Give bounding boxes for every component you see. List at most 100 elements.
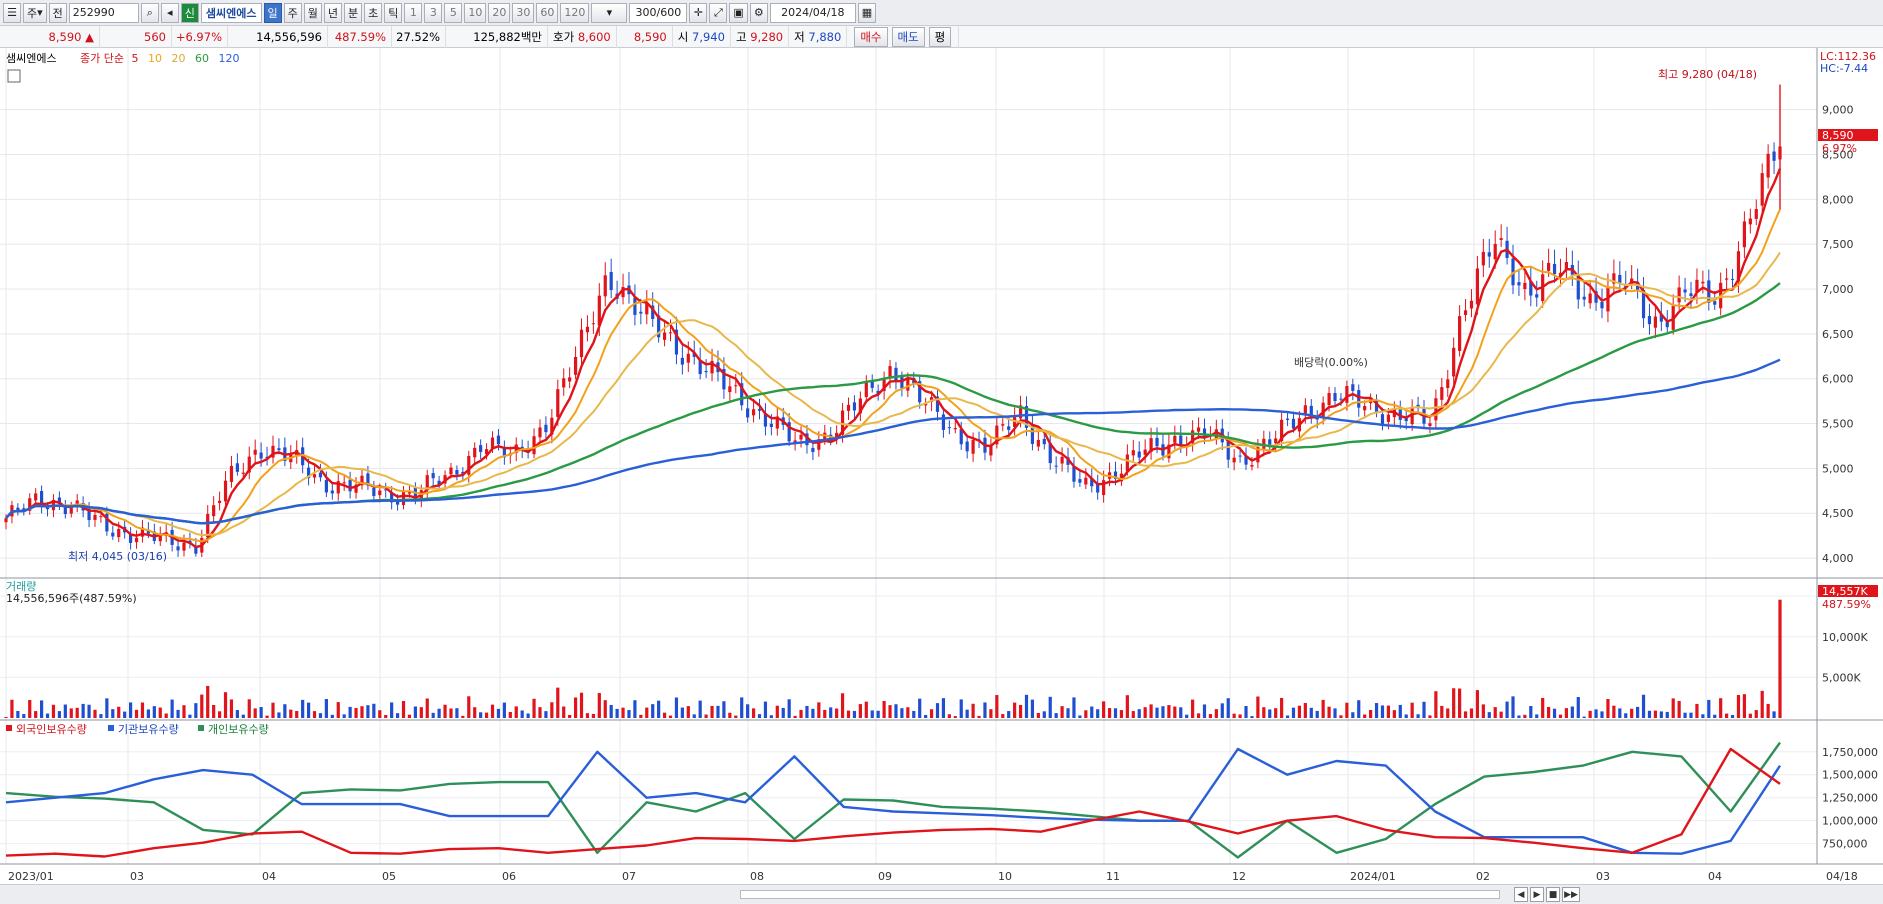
candle-body [775, 416, 779, 429]
candle-body [1363, 406, 1367, 411]
save-icon[interactable]: ▣ [729, 2, 748, 23]
candle-body [1007, 426, 1011, 430]
period-second[interactable]: 초 [364, 2, 383, 23]
interval-20[interactable]: 20 [488, 2, 511, 23]
volume-bar [1695, 703, 1699, 718]
candle-body [1137, 451, 1141, 458]
nav-prev-button[interactable]: ◀ [1514, 887, 1528, 902]
period-week[interactable]: 주 [283, 2, 302, 23]
x-tick-label: 03 [1596, 870, 1610, 883]
price-tick-label: 6,500 [1822, 328, 1854, 341]
volume-bar [918, 698, 922, 718]
data-count-input[interactable]: 300/600 [629, 2, 688, 23]
candle-body [217, 500, 222, 504]
volume-bar [330, 714, 334, 718]
stock-code-input[interactable]: 252990 [68, 2, 139, 23]
volume-bar [1244, 705, 1248, 718]
gear-icon[interactable]: ⚙ [749, 2, 768, 23]
menu-icon[interactable]: ☰ [3, 2, 21, 23]
nav-end-button[interactable]: ▶▶ [1562, 887, 1580, 902]
volume-bar [686, 706, 690, 718]
volume-last-marker [1818, 585, 1878, 597]
period-year[interactable]: 년 [323, 2, 343, 23]
interval-10[interactable]: 10 [464, 2, 487, 23]
candle-body [1214, 429, 1218, 439]
interval-30[interactable]: 30 [512, 2, 535, 23]
volume-bar [977, 715, 981, 718]
candle-body [1232, 457, 1236, 463]
candle-body [852, 402, 857, 411]
nav-next-button[interactable]: ▶ [1530, 887, 1544, 902]
candle-body [1659, 313, 1663, 322]
interval-5[interactable]: 5 [444, 2, 463, 23]
volume-bar [366, 705, 370, 718]
period-minute[interactable]: 분 [344, 2, 363, 23]
volume-bar [1345, 702, 1349, 718]
volume-bar [1392, 710, 1396, 718]
volume-bar [763, 701, 768, 718]
crosshair-icon[interactable]: ✛ [689, 2, 708, 23]
period-tick[interactable]: 틱 [384, 2, 403, 23]
candle-body [888, 366, 892, 379]
sell-button[interactable]: 매도 [891, 26, 925, 47]
holdings-lines [5, 741, 1782, 859]
interval-3[interactable]: 3 [424, 2, 443, 23]
volume-bar [4, 717, 8, 719]
eval-button[interactable]: 평 [928, 26, 952, 47]
table-icon[interactable] [7, 69, 21, 83]
candle-body [1564, 262, 1569, 269]
candle-body [1048, 442, 1052, 464]
interval-60[interactable]: 60 [536, 2, 559, 23]
volume-bar [1386, 705, 1391, 718]
chart-type-select[interactable]: 주 ▾ [23, 2, 47, 23]
candle-body [1766, 153, 1770, 178]
period-day[interactable]: 일 [263, 2, 282, 23]
volume-bar [983, 702, 987, 718]
candle-body [1250, 465, 1254, 467]
volume-bar [1748, 713, 1752, 718]
volume-bar [1274, 708, 1278, 718]
candle-body [1173, 435, 1177, 443]
candle-body [1196, 427, 1201, 432]
volume-bar [206, 685, 210, 718]
zoom-icon[interactable]: ⤢ [709, 2, 728, 23]
moving-averages [5, 168, 1782, 549]
volume-bar [1594, 709, 1598, 718]
scrollbar[interactable] [740, 890, 1500, 899]
volume-bar [1730, 715, 1735, 718]
volume-bar [1576, 697, 1580, 718]
stock-chart[interactable]: 2023/01 03 04 05 06 07 08 09 10 11 12 2024/01 02 03 04… [0, 48, 1883, 884]
volume-bar [164, 713, 168, 718]
candle-body [16, 507, 20, 510]
candle-body [1131, 450, 1135, 456]
candle-body [1552, 263, 1557, 275]
calendar-icon[interactable]: ▦ [857, 2, 877, 23]
label-hc: HC:-7.44 [1820, 62, 1868, 75]
buy-button[interactable]: 매수 [854, 26, 888, 47]
market-select[interactable]: 전 [48, 2, 67, 23]
volume-bar [1552, 708, 1557, 718]
candle-body [259, 452, 263, 459]
interval-1[interactable]: 1 [404, 2, 423, 23]
nav-stop-button[interactable]: ■ [1546, 887, 1560, 902]
candle-body [1493, 243, 1497, 260]
volume-bar [1736, 695, 1741, 718]
volume-bar [484, 712, 489, 718]
volume-bar [1327, 706, 1331, 718]
interval-120[interactable]: 120 [560, 2, 590, 23]
speaker-icon[interactable]: ◂ [160, 2, 179, 23]
period-month[interactable]: 월 [303, 2, 322, 23]
candle-body [544, 424, 548, 433]
candle-body [1475, 268, 1480, 305]
volume-bar [1630, 708, 1634, 718]
volume-bar [265, 715, 269, 718]
candle-body [1102, 480, 1106, 496]
volume-bar [852, 710, 857, 718]
interval-custom-input[interactable]: ▾ [591, 2, 628, 23]
volume-bar [34, 711, 38, 718]
search-icon[interactable]: ⌕ [140, 2, 159, 23]
volume-bar [1446, 708, 1450, 718]
current-price: 8,590 [48, 29, 82, 44]
date-input[interactable]: 2024/04/18 [769, 2, 856, 23]
candle-body [336, 481, 340, 494]
